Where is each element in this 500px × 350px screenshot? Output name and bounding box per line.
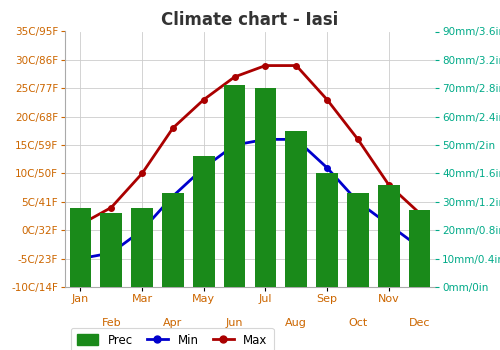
Text: Apr: Apr [164,317,182,328]
Legend: Prec, Min, Max: Prec, Min, Max [71,328,274,350]
Text: Aug: Aug [286,317,307,328]
Bar [224,85,246,287]
Bar [378,185,400,287]
Bar [347,193,368,287]
Bar [254,88,276,287]
Bar [193,156,214,287]
Bar [162,193,184,287]
Bar [70,208,91,287]
Bar [132,208,153,287]
Text: Jun: Jun [226,317,244,328]
Bar [316,174,338,287]
Text: Dec: Dec [409,317,430,328]
Title: Climate chart - Iasi: Climate chart - Iasi [162,10,338,29]
Text: Feb: Feb [102,317,121,328]
Bar [100,213,122,287]
Text: Oct: Oct [348,317,368,328]
Bar [409,210,430,287]
Bar [286,131,307,287]
